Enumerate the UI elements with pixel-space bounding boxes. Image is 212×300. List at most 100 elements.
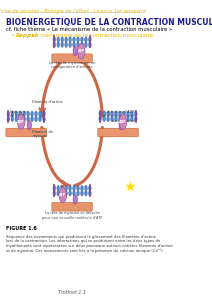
Text: ★: ★ [124,181,136,194]
FancyBboxPatch shape [52,54,92,62]
Text: FIGURE 1.6: FIGURE 1.6 [6,226,36,231]
Text: Filament d'actine: Filament d'actine [32,100,63,104]
Circle shape [89,42,91,47]
Circle shape [77,42,79,47]
Circle shape [78,44,85,59]
Circle shape [73,190,75,196]
Circle shape [85,185,87,191]
Circle shape [43,111,45,117]
Circle shape [19,116,21,122]
Text: BIOENERGETIQUE DE LA CONTRACTION MUSCULAIRE: BIOENERGETIQUE DE LA CONTRACTION MUSCULA… [6,18,212,27]
FancyBboxPatch shape [52,202,92,211]
Circle shape [77,37,79,42]
Circle shape [99,111,102,117]
Circle shape [61,37,63,42]
Circle shape [73,195,77,204]
Circle shape [85,42,87,47]
Circle shape [35,116,37,122]
Circle shape [65,190,67,196]
Circle shape [57,37,60,42]
Circle shape [69,37,71,42]
Circle shape [11,111,14,117]
Circle shape [89,37,91,42]
Circle shape [18,114,25,130]
Circle shape [53,190,56,196]
Text: ☀: ☀ [123,180,137,195]
Circle shape [119,111,121,117]
Circle shape [11,116,14,122]
Circle shape [57,42,60,47]
Circle shape [27,111,29,117]
Circle shape [73,185,75,191]
Circle shape [77,185,79,191]
Circle shape [85,190,87,196]
Text: Séquence des événements qui produisent le glissement des filaments d'actine
lors: Séquence des événements qui produisent l… [6,235,172,253]
Circle shape [39,116,41,122]
Circle shape [134,116,137,122]
Text: ADP: ADP [17,120,25,124]
Circle shape [103,116,105,122]
Text: Filament de
myosine: Filament de myosine [32,130,53,138]
Circle shape [23,116,25,122]
Circle shape [81,42,83,47]
Text: Trotinot 1.1: Trotinot 1.1 [58,290,86,295]
Circle shape [123,116,125,122]
Circle shape [103,111,105,117]
Text: •: • [10,33,13,38]
Circle shape [81,37,83,42]
Text: ADP: ADP [119,120,127,124]
FancyBboxPatch shape [6,128,46,137]
Circle shape [73,46,77,56]
Circle shape [77,190,79,196]
Circle shape [39,111,41,117]
FancyBboxPatch shape [98,128,138,137]
Circle shape [7,111,10,117]
Circle shape [53,185,56,191]
Circle shape [65,185,67,191]
Circle shape [69,190,71,196]
Circle shape [7,116,10,122]
Circle shape [99,116,102,122]
Circle shape [65,37,67,42]
Circle shape [27,121,31,130]
Circle shape [53,42,56,47]
Circle shape [61,42,63,47]
Circle shape [123,111,125,117]
Circle shape [57,185,60,191]
Circle shape [19,111,21,117]
Circle shape [89,190,91,196]
Text: Hydrolyse
de l'ATP: Hydrolyse de l'ATP [10,110,28,118]
Circle shape [89,185,91,191]
Circle shape [59,188,67,203]
Circle shape [115,111,117,117]
Circle shape [131,111,133,117]
Circle shape [31,116,33,122]
Circle shape [57,190,60,196]
Circle shape [65,42,67,47]
Text: : Le mécanisme de la contraction musculaire: : Le mécanisme de la contraction muscula… [27,33,153,38]
Circle shape [119,114,127,130]
Circle shape [131,116,133,122]
Circle shape [23,111,25,117]
Circle shape [85,37,87,42]
Text: ATP: ATP [59,193,66,197]
Text: Libération d'ADP
et Pi: mouvement
de puissance: Libération d'ADP et Pi: mouvement de pui… [103,110,135,123]
Circle shape [81,190,83,196]
Circle shape [111,111,113,117]
Circle shape [115,116,117,122]
Circle shape [134,111,137,117]
Circle shape [111,116,113,122]
Circle shape [15,111,18,117]
Text: Rappel: Rappel [15,33,37,38]
Circle shape [69,185,71,191]
Text: La tête de myosine est en
configuration d'attente: La tête de myosine est en configuration … [49,61,95,69]
Circle shape [53,37,56,42]
Circle shape [107,111,109,117]
Circle shape [73,37,75,42]
Circle shape [127,116,129,122]
Circle shape [31,111,33,117]
Text: ATP: ATP [78,49,85,53]
Text: La tête de myosine se détache
pour une nouvelle molécule d'ATP: La tête de myosine se détache pour une n… [42,211,102,220]
Circle shape [15,116,18,122]
Text: cf. fiche thème « Le mécanisme de la contraction musculaire »: cf. fiche thème « Le mécanisme de la con… [6,27,172,32]
